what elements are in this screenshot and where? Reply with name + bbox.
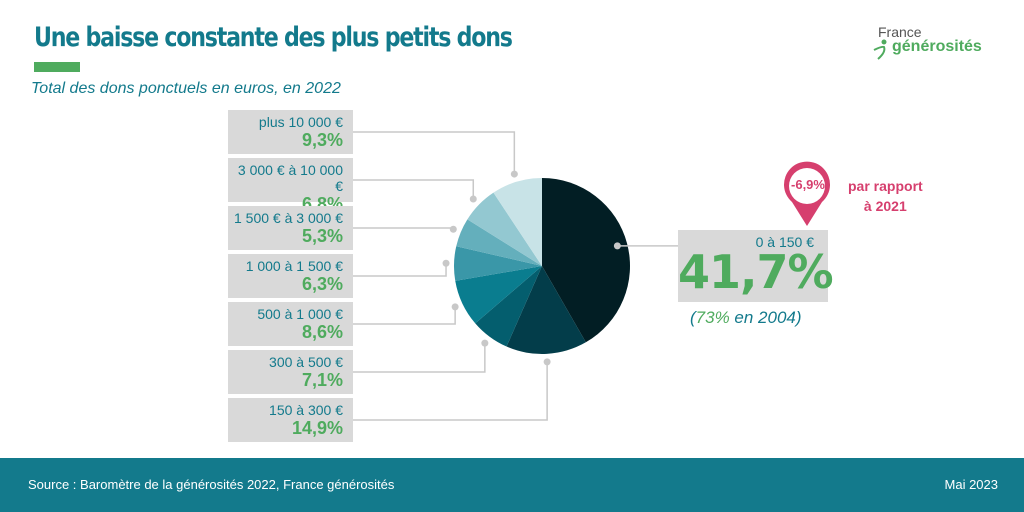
slice-value: 8,6% <box>301 322 343 342</box>
source-text: Source : Baromètre de la générosités 202… <box>28 477 395 492</box>
leader-line <box>353 263 447 277</box>
date-text: Mai 2023 <box>944 477 998 492</box>
logo-line1: France <box>878 24 922 40</box>
main-slice-label: 0 à 150 € 41,7% <box>678 230 834 302</box>
subtitle: Total des dons ponctuels en euros, en 20… <box>31 80 341 97</box>
slice-label-box: 3 000 € à 10 000 €6,8% <box>228 158 353 214</box>
slice-range: 3 000 € à 10 000 € <box>237 162 343 194</box>
slice-label-box: 1 500 € à 3 000 €5,3% <box>228 206 353 250</box>
leader-line <box>353 131 516 175</box>
leader-dot <box>510 170 518 178</box>
slice-value: 7,1% <box>301 370 343 390</box>
main-value: 41,7% <box>678 245 834 299</box>
slice-label-box: 1 000 à 1 500 €6,3% <box>228 254 353 298</box>
leader-dot <box>442 259 450 267</box>
pie-slice <box>506 266 586 355</box>
slice-range: plus 10 000 € <box>258 114 343 130</box>
change-value: -6,9% <box>791 177 825 192</box>
leader-dot <box>449 225 457 233</box>
slice-range: 1 500 € à 3 000 € <box>234 210 343 226</box>
slice-range: 1 000 à 1 500 € <box>245 258 343 274</box>
pie-slice <box>467 192 542 266</box>
slice-label-box: 300 à 500 €7,1% <box>228 350 353 394</box>
comparison-note: (73% en 2004) <box>690 308 802 327</box>
leader-line <box>353 179 475 199</box>
slice-label-box: plus 10 000 €9,3% <box>228 110 353 154</box>
map-pin-icon <box>784 161 830 226</box>
logo-line2: générosités <box>892 38 982 55</box>
title-accent-bar <box>34 62 80 72</box>
pie-slice <box>542 178 630 343</box>
slice-value: 5,3% <box>301 226 343 246</box>
pie-chart <box>353 131 678 421</box>
leader-dot <box>451 303 459 311</box>
pie-slice <box>475 266 542 347</box>
page-title: Une baisse constante des plus petits don… <box>34 22 513 53</box>
main-range: 0 à 150 € <box>755 234 814 250</box>
slice-range: 500 à 1 000 € <box>257 306 343 322</box>
slice-range: 150 à 300 € <box>269 402 343 418</box>
slice-label-box: 500 à 1 000 €8,6% <box>228 302 353 346</box>
leader-dot <box>543 358 551 366</box>
footer: Source : Baromètre de la générosités 202… <box>0 458 1024 512</box>
slice-value: 9,3% <box>301 130 343 150</box>
slice-label-box: 150 à 300 €14,9% <box>228 398 353 442</box>
leader-line <box>353 361 548 421</box>
slice-range: 300 à 500 € <box>269 354 343 370</box>
leader-dot <box>481 339 489 347</box>
france-generosites-logo: France générosités <box>872 24 1002 64</box>
change-label: par rapport à 2021 <box>848 178 923 214</box>
slice-value: 14,9% <box>291 418 343 438</box>
pie-slice <box>493 178 542 266</box>
leader-line <box>353 227 455 230</box>
leader-line <box>353 343 486 373</box>
note-value: 73% <box>695 308 730 327</box>
leader-dot <box>469 195 477 203</box>
pie-slice <box>455 266 542 324</box>
runner-icon <box>873 39 887 60</box>
pie-slice <box>454 246 542 281</box>
leader-dot <box>613 242 621 250</box>
pie-slice <box>456 219 542 266</box>
slice-value: 6,3% <box>301 274 343 294</box>
leader-line <box>353 306 456 325</box>
